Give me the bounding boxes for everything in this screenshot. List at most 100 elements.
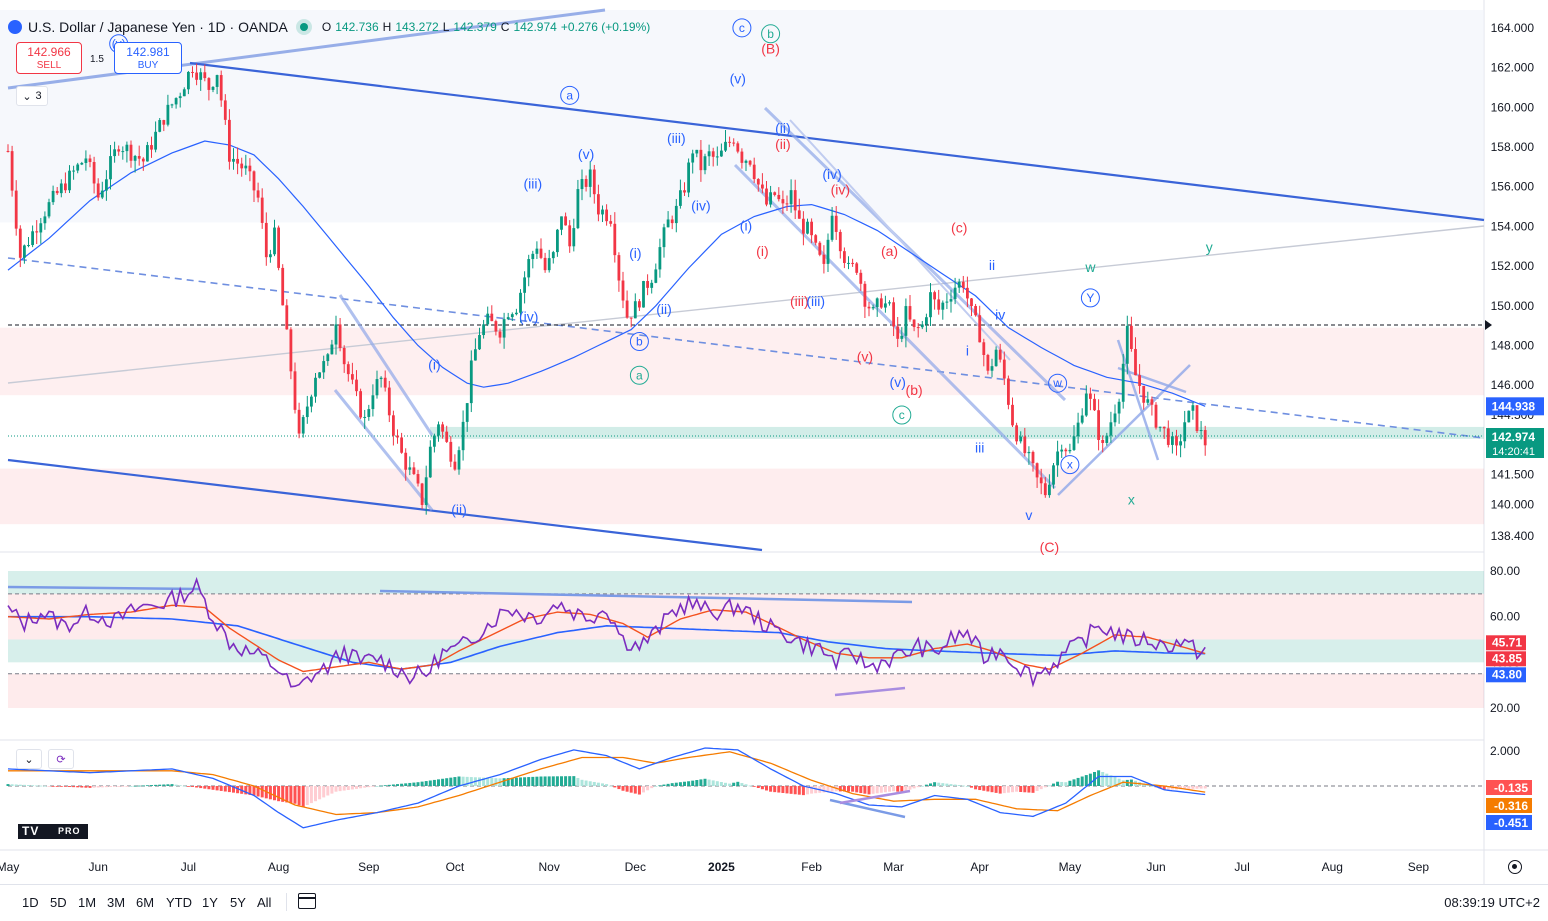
candle-body — [96, 183, 100, 198]
rsi-divergence-line — [834, 686, 906, 697]
candle-body — [658, 247, 662, 270]
macd-hist-bar — [297, 786, 301, 806]
candle-body — [777, 194, 781, 200]
timeframe-1d[interactable]: 1D — [22, 895, 39, 910]
candle-body — [92, 162, 96, 184]
timeframe-1m[interactable]: 1M — [78, 895, 97, 910]
indicators-toggle-button[interactable]: ⌄ 3 — [16, 86, 48, 106]
symbol-title[interactable]: U.S. Dollar / Japanese Yen · 1D · OANDA — [28, 19, 288, 35]
timeframe-ytd[interactable]: YTD — [166, 895, 192, 910]
wave-label: w — [1084, 259, 1096, 275]
candle-body — [428, 446, 432, 478]
candle-body — [556, 229, 559, 253]
candle-body — [715, 156, 719, 158]
candle-body — [1199, 430, 1203, 432]
candle-body — [1097, 410, 1100, 440]
candle-body — [609, 221, 613, 224]
macd-hist-bar — [486, 777, 490, 786]
timeframe-6m[interactable]: 6M — [136, 895, 155, 910]
macd-hist-bar — [691, 780, 695, 786]
candle-body — [810, 221, 813, 236]
candle-body — [64, 183, 67, 191]
macd-hist-bar — [424, 781, 428, 786]
candle-body — [576, 189, 580, 229]
wave-label-circle — [560, 85, 580, 105]
macd-hist-bar — [100, 786, 104, 788]
macd-hist-bar — [1113, 776, 1117, 786]
macd-hist-bar — [256, 786, 260, 797]
calendar-icon[interactable] — [298, 893, 316, 909]
candle-body — [301, 417, 305, 434]
price-axis-tick: 162.000 — [1491, 61, 1535, 75]
candle-body — [461, 421, 465, 451]
price-axis-tick: 146.000 — [1491, 378, 1535, 392]
macd-hist-bar — [629, 786, 633, 793]
macd-hist-bar — [752, 786, 756, 787]
wave-label: (ii) — [775, 120, 791, 136]
candle-body — [1072, 436, 1076, 450]
macd-value-label — [1486, 798, 1532, 813]
candle-body — [420, 483, 424, 505]
sell-button[interactable]: 142.966 SELL — [16, 42, 82, 74]
macd-hist-bar — [145, 785, 149, 787]
macd-hist-bar — [469, 777, 473, 786]
macd-hist-bar — [773, 786, 777, 793]
wave-label: (C) — [1040, 539, 1059, 555]
macd-hist-bar — [129, 786, 133, 787]
candle-body — [1015, 425, 1018, 442]
channel-line-bottom — [7, 458, 763, 552]
candle-body — [314, 377, 317, 397]
macd-hist-bar — [654, 786, 658, 787]
candle-body — [228, 119, 231, 162]
macd-hist-bar — [510, 777, 514, 786]
candle-body — [769, 192, 772, 205]
macd-hist-bar — [232, 786, 235, 793]
wave-label: Y — [1086, 291, 1094, 305]
macd-hist-bar — [125, 786, 129, 787]
timeframe-5y[interactable]: 5Y — [230, 895, 246, 910]
timeframe-3m[interactable]: 3M — [107, 895, 126, 910]
macd-divergence-b — [839, 789, 911, 805]
macd-hist-bar — [137, 785, 141, 787]
candle-body — [1080, 415, 1084, 423]
macd-hist-bar — [375, 786, 379, 787]
candle-body — [568, 225, 572, 247]
candle-body — [1019, 436, 1023, 442]
clock[interactable]: 08:39:19 UTC+2 — [1444, 895, 1540, 910]
macd-hist-bar — [72, 786, 76, 788]
refresh-button[interactable]: ⟳ — [48, 749, 74, 769]
wave-label: (ii) — [775, 136, 791, 152]
wave-label: iv — [995, 307, 1005, 323]
buy-button[interactable]: 142.981 BUY — [114, 42, 182, 74]
candle-body — [597, 194, 600, 215]
macd-hist-bar — [293, 786, 297, 804]
candle-body — [433, 435, 436, 447]
candle-body — [519, 292, 522, 313]
price-axis-tick: 138.400 — [1491, 529, 1535, 543]
candle-body — [863, 283, 867, 307]
candle-body — [1027, 451, 1031, 454]
macd-hist-bar — [883, 786, 887, 793]
macd-hist-bar — [974, 786, 978, 790]
channel-line-upper-left — [7, 8, 606, 90]
timeframe-all[interactable]: All — [257, 895, 272, 910]
timeframe-5d[interactable]: 5D — [50, 895, 67, 910]
candle-body — [625, 300, 629, 318]
timeframe-1y[interactable]: 1Y — [202, 895, 218, 910]
candle-body — [31, 231, 34, 246]
macd-hist-bar — [695, 780, 699, 786]
macd-hist-bar — [646, 786, 650, 791]
macd-collapse-button[interactable]: ⌄ — [16, 749, 42, 769]
candle-body — [10, 151, 14, 191]
candle-body — [535, 248, 539, 254]
candle-body — [781, 199, 785, 204]
candle-body — [572, 228, 576, 247]
macd-hist-bar — [113, 786, 117, 787]
macd-hist-bar — [1150, 785, 1154, 787]
gear-icon[interactable] — [1508, 860, 1522, 874]
candle-body — [1109, 422, 1113, 436]
candle-body — [195, 72, 198, 80]
candle-body — [133, 155, 137, 161]
wave-label: (iv) — [822, 166, 841, 182]
